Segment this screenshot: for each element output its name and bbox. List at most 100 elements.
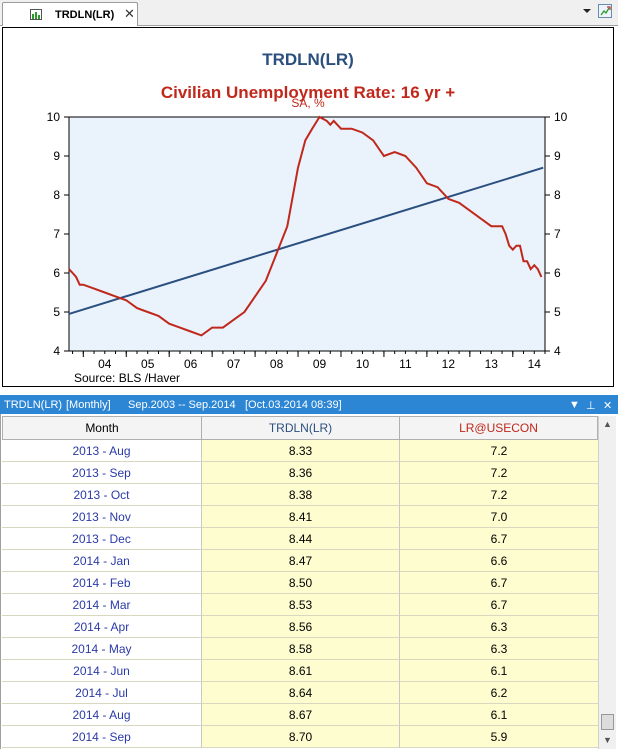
cell-trdln: 8.50 (202, 572, 400, 594)
plot-area (68, 116, 546, 352)
x-tick-label: 13 (485, 357, 499, 371)
cell-trdln: 8.58 (202, 638, 400, 660)
cell-lr: 7.2 (400, 440, 598, 462)
scroll-up-icon[interactable]: ▲ (603, 419, 612, 429)
cell-month: 2013 - Oct (2, 484, 202, 506)
table-row[interactable]: 2013 - Sep 8.36 7.2 (2, 462, 598, 484)
y-tick-label-left: 5 (53, 305, 60, 319)
cell-lr: 6.6 (400, 550, 598, 572)
close-icon[interactable]: ✕ (603, 400, 613, 412)
tab-trdln[interactable]: TRDLN(LR) ✕ (2, 2, 138, 26)
cell-lr: 7.0 (400, 506, 598, 528)
chart-icon (30, 9, 42, 20)
tab-bar: TRDLN(LR) ✕ (0, 0, 618, 26)
table-row[interactable]: 2014 - Apr 8.56 6.3 (2, 616, 598, 638)
table-row[interactable]: 2013 - Nov 8.41 7.0 (2, 506, 598, 528)
vertical-scrollbar[interactable]: ▲ ▼ (598, 416, 616, 749)
table-row[interactable]: 2014 - May 8.58 6.3 (2, 638, 598, 660)
cell-trdln: 8.44 (202, 528, 400, 550)
cell-trdln: 8.47 (202, 550, 400, 572)
y-tick-label-right: 4 (554, 344, 561, 358)
cell-month: 2014 - Jul (2, 682, 202, 704)
cell-month: 2014 - Jan (2, 550, 202, 572)
table-row[interactable]: 2014 - Jul 8.64 6.2 (2, 682, 598, 704)
cell-lr: 5.9 (400, 726, 598, 748)
y-tick-label-left: 10 (47, 110, 61, 124)
export-chart-icon[interactable] (598, 4, 612, 18)
table-row[interactable]: 2014 - Aug 8.67 6.1 (2, 704, 598, 726)
x-tick-label: 11 (399, 357, 412, 371)
cell-lr: 6.7 (400, 572, 598, 594)
cell-lr: 6.3 (400, 638, 598, 660)
cell-month: 2014 - Aug (2, 704, 202, 726)
cell-lr: 6.7 (400, 594, 598, 616)
y-tick-label-right: 8 (554, 188, 561, 202)
cell-lr: 6.3 (400, 616, 598, 638)
data-table: Month TRDLN(LR) LR@USECON 2013 - Aug 8.33… (0, 414, 618, 749)
dropdown-icon[interactable]: ▼ (569, 399, 580, 411)
cell-lr: 6.1 (400, 704, 598, 726)
cell-trdln: 8.36 (202, 462, 400, 484)
x-tick-label: 08 (270, 357, 284, 371)
y-tick-label-left: 7 (53, 227, 60, 241)
table-row[interactable]: 2014 - Feb 8.50 6.7 (2, 572, 598, 594)
scroll-down-icon[interactable]: ▼ (603, 735, 612, 745)
chart-subtitle-units: SA, % (291, 96, 325, 110)
cell-trdln: 8.38 (202, 484, 400, 506)
y-tick-label-right: 5 (554, 305, 561, 319)
column-header-trdln[interactable]: TRDLN(LR) (201, 416, 400, 440)
table-row[interactable]: 2014 - Sep 8.70 5.9 (2, 726, 598, 748)
cell-month: 2013 - Sep (2, 462, 202, 484)
cell-month: 2013 - Aug (2, 440, 202, 462)
x-tick-label: 04 (98, 357, 112, 371)
series-line-lr (68, 115, 543, 337)
y-tick-label-left: 6 (53, 266, 60, 280)
cell-trdln: 8.67 (202, 704, 400, 726)
cell-lr: 7.2 (400, 462, 598, 484)
column-header-lr[interactable]: LR@USECON (399, 416, 598, 440)
table-row[interactable]: 2013 - Oct 8.38 7.2 (2, 484, 598, 506)
table-row[interactable]: 2014 - Jun 8.61 6.1 (2, 660, 598, 682)
table-row[interactable]: 2014 - Mar 8.53 6.7 (2, 594, 598, 616)
x-tick-label: 06 (184, 357, 198, 371)
x-tick-label: 05 (141, 357, 155, 371)
cell-month: 2013 - Nov (2, 506, 202, 528)
x-tick-label: 10 (356, 357, 370, 371)
table-row[interactable]: 2014 - Jan 8.47 6.6 (2, 550, 598, 572)
panel-divider[interactable] (0, 387, 618, 395)
data-header-bar: TRDLN(LR) [Monthly] Sep.2003 -- Sep.2014… (0, 395, 618, 414)
x-tick-label: 14 (528, 357, 542, 371)
data-timestamp: [Oct.03.2014 08:39] (245, 399, 342, 411)
series-line-trdln (68, 166, 544, 315)
cell-month: 2014 - Apr (2, 616, 202, 638)
table-row[interactable]: 2013 - Dec 8.44 6.7 (2, 528, 598, 550)
y-tick-label-right: 7 (554, 227, 561, 241)
close-icon[interactable]: ✕ (124, 6, 135, 21)
cell-month: 2014 - Sep (2, 726, 202, 748)
data-frequency: [Monthly] (66, 399, 111, 411)
cell-lr: 6.1 (400, 660, 598, 682)
table-row[interactable]: 2013 - Aug 8.33 7.2 (2, 440, 598, 462)
y-tick-label-left: 4 (53, 344, 60, 358)
line-chart: 4 4 5 5 6 6 7 7 8 8 9 9 10 10 04 05 06 07 08 09 10 11 12 13 14 (47, 110, 568, 371)
column-header-month[interactable]: Month (2, 416, 202, 440)
scrollbar-thumb[interactable] (601, 714, 614, 730)
x-tick-label: 09 (313, 357, 327, 371)
cell-month: 2014 - Mar (2, 594, 202, 616)
y-tick-label-left: 9 (53, 149, 60, 163)
chevron-down-icon[interactable] (582, 6, 592, 16)
x-tick-label: 07 (227, 357, 241, 371)
cell-lr: 6.7 (400, 528, 598, 550)
y-tick-label-right: 6 (554, 266, 561, 280)
pin-icon[interactable]: ⊥ (586, 400, 596, 412)
y-tick-label-right: 9 (554, 149, 561, 163)
chart-panel: 4 4 5 5 6 6 7 7 8 8 9 9 10 10 04 05 06 07 08 09 10 11 12 13 14 T… (2, 27, 614, 387)
chart-source: Source: BLS /Haver (74, 371, 181, 385)
x-tick-label: 12 (442, 357, 456, 371)
cell-month: 2014 - Feb (2, 572, 202, 594)
data-series-name: TRDLN(LR) (4, 399, 63, 411)
cell-trdln: 8.41 (202, 506, 400, 528)
cell-trdln: 8.64 (202, 682, 400, 704)
cell-trdln: 8.56 (202, 616, 400, 638)
chart-subtitle: Civilian Unemployment Rate: 16 yr + (160, 83, 456, 102)
